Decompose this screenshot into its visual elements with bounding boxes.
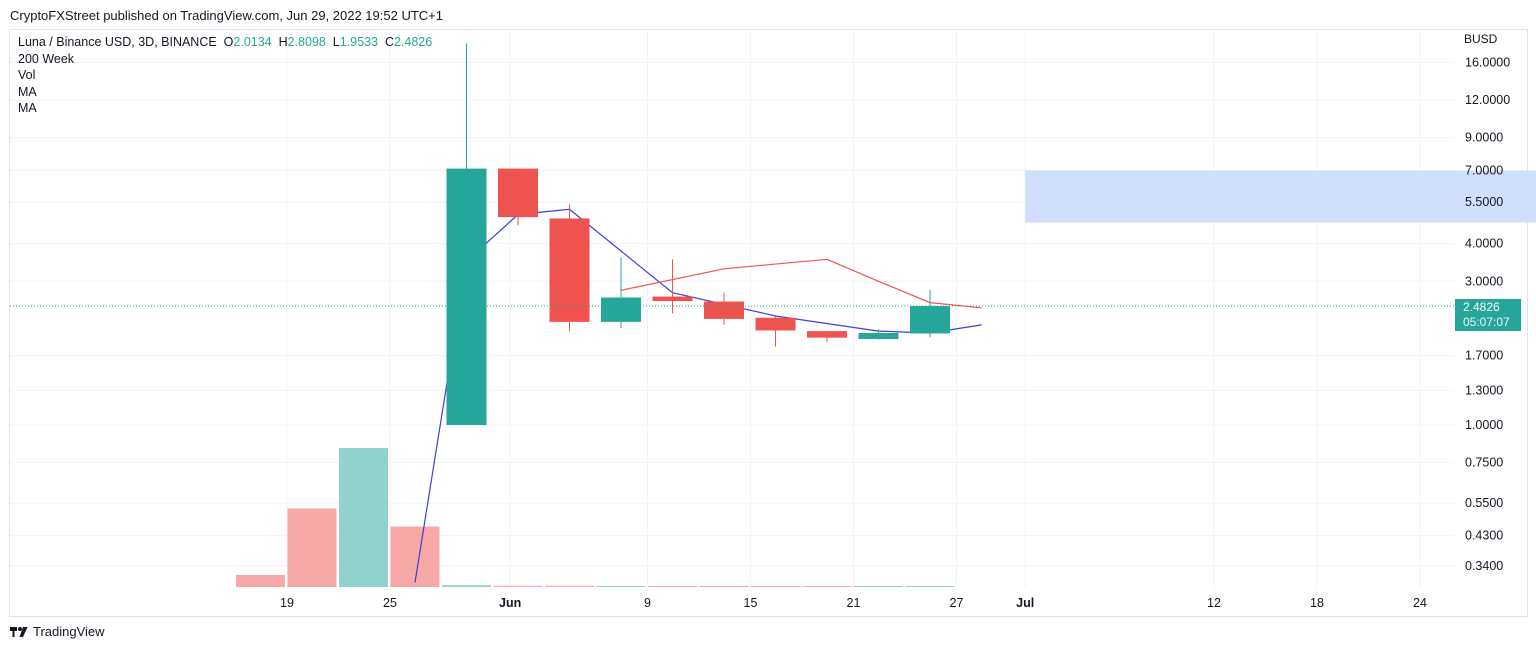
x-tick-label: 18	[1310, 596, 1324, 610]
candle-body	[652, 296, 693, 302]
volume-bar	[596, 586, 646, 587]
volume-bar	[648, 586, 697, 587]
volume-bar	[802, 586, 852, 587]
x-tick-label: 15	[744, 596, 758, 610]
bar-countdown: 05:07:07	[1463, 315, 1510, 329]
candle[interactable]	[601, 257, 641, 328]
tradingview-logo-icon	[10, 626, 28, 637]
indicator-200-week[interactable]: 200 Week	[18, 51, 75, 66]
volume-bar	[442, 585, 491, 587]
y-tick-label: 1.7000	[1465, 349, 1503, 363]
chart-frame	[9, 29, 1528, 617]
high-label: H	[278, 35, 288, 49]
indicator-volume[interactable]: Vol	[18, 68, 36, 82]
candle[interactable]	[755, 316, 796, 347]
y-tick-label: 1.3000	[1465, 384, 1503, 398]
x-tick-label: 24	[1413, 596, 1427, 610]
volume-bar	[339, 448, 388, 587]
x-tick-label: Jun	[499, 596, 521, 610]
y-tick-label: 4.0000	[1465, 237, 1503, 251]
last-price-badge: 2.4826 05:07:07	[1455, 299, 1521, 331]
volume-bar	[545, 585, 594, 587]
footer-brand-name: TradingView	[33, 624, 105, 639]
close-value: 2.4826	[393, 35, 433, 49]
candle-body	[910, 306, 950, 334]
chart-legend: Luna / Binance USD, 3D, BINANCE O2.0134 …	[18, 34, 432, 117]
legend-symbol-row: Luna / Binance USD, 3D, BINANCE O2.0134 …	[18, 34, 432, 51]
ma-line-blue	[414, 208, 982, 583]
x-tick-label: 19	[280, 596, 294, 610]
y-tick-label: 16.0000	[1465, 55, 1510, 69]
open-value: 2.0134	[233, 35, 272, 49]
candle[interactable]	[858, 329, 899, 340]
high-value: 2.8098	[287, 35, 326, 49]
x-tick-label: 9	[644, 596, 651, 610]
candle[interactable]	[910, 289, 950, 338]
candle[interactable]	[549, 204, 590, 332]
volume-bar	[854, 586, 903, 587]
currency-label[interactable]: BUSD	[1464, 32, 1498, 46]
candle-body	[549, 218, 590, 322]
candle[interactable]	[498, 168, 538, 226]
x-tick-label: 12	[1207, 596, 1221, 610]
candle-body	[807, 331, 847, 338]
y-tick-label: 5.5000	[1465, 195, 1503, 209]
y-tick-label: 12.0000	[1465, 93, 1510, 107]
candle[interactable]	[704, 292, 744, 325]
x-tick-label: 21	[847, 596, 861, 610]
footer-brand: TradingView	[10, 624, 105, 639]
close-label: C	[384, 35, 394, 49]
candle-body	[498, 168, 538, 218]
candle-body	[446, 168, 487, 425]
y-tick-label: 0.7500	[1465, 456, 1503, 470]
candle[interactable]	[446, 43, 487, 425]
open-label: O	[223, 35, 234, 49]
volume-bar	[905, 586, 955, 587]
publisher-line: CryptoFXStreet published on TradingView.…	[10, 8, 443, 23]
candle-body	[601, 297, 641, 322]
y-tick-label: 1.0000	[1465, 418, 1503, 432]
volume-bar	[699, 586, 749, 587]
candle[interactable]	[652, 259, 693, 314]
candle-body	[704, 301, 744, 319]
x-tick-label: Jul	[1016, 596, 1034, 610]
y-tick-label: 7.0000	[1465, 163, 1503, 177]
indicator-ma-2[interactable]: MA	[18, 101, 37, 115]
last-price-value: 2.4826	[1463, 300, 1500, 314]
y-tick-label: 3.0000	[1465, 274, 1503, 288]
volume-bar	[236, 574, 285, 587]
y-tick-label: 0.3400	[1465, 559, 1503, 573]
target-zone-rectangle[interactable]	[1025, 170, 1536, 223]
indicator-ma-1[interactable]: MA	[18, 84, 37, 99]
y-tick-label: 0.5500	[1465, 496, 1503, 510]
symbol-label[interactable]: Luna / Binance USD, 3D, BINANCE	[18, 35, 217, 49]
low-label: L	[332, 35, 340, 49]
candle-body	[755, 317, 796, 331]
volume-bar	[751, 586, 800, 587]
volume-bar	[287, 508, 337, 587]
x-tick-label: 25	[383, 596, 397, 610]
x-tick-label: 27	[950, 596, 964, 610]
volume-bar	[493, 585, 543, 587]
candle-body	[858, 333, 899, 339]
y-tick-label: 9.0000	[1465, 131, 1503, 145]
low-value: 1.9533	[339, 35, 378, 49]
ma-line-red	[620, 258, 982, 309]
candle[interactable]	[807, 331, 847, 343]
volume-bar	[390, 526, 440, 587]
y-tick-label: 0.4300	[1465, 528, 1503, 542]
